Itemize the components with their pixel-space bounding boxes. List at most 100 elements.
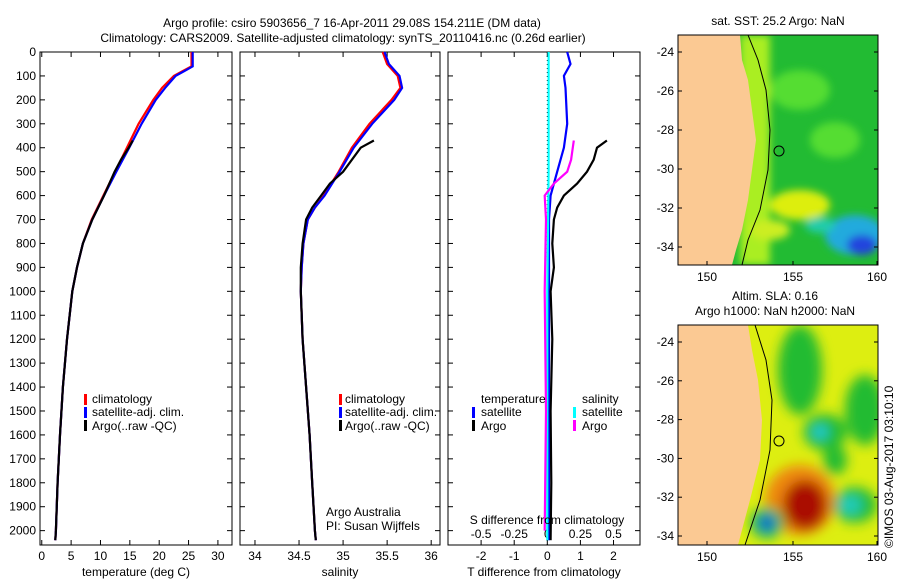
legend-swatch-t-satellite [472,407,475,418]
lon-tick-label: 150 [697,270,717,284]
y-tick-label: 400 [16,141,36,155]
series-line-t-argo [549,139,608,541]
legend-label: climatology [345,392,405,406]
sla-map-title-1: Altim. SLA: 0.16 [732,289,818,303]
series-line-argo-raw-qc- [299,139,375,541]
x-tick-label: 10 [94,549,108,563]
land-shape [678,35,756,265]
legend-label: satellite-adj. clim. [345,405,437,419]
lon-tick-label: 160 [867,270,887,284]
legend-label: Argo [582,419,608,433]
title-line-2: Climatology: CARS2009. Satellite-adjuste… [100,31,585,45]
y-tick-label: 1100 [10,308,36,322]
y-tick-label: 600 [16,189,36,203]
y-tick-label: 1300 [9,356,36,370]
y-tick-label: 1600 [9,428,36,442]
x-tick-label: 0 [544,549,551,563]
credit-text: ©IMOS 03-Aug-2017 03:10:10 [882,385,896,548]
x-tick-label: 34.5 [287,549,311,563]
series-line-t-satellite [547,51,572,541]
y-tick-label: 0 [29,45,36,59]
y-tick-label: 700 [16,213,36,227]
x-tick-label: 2 [610,549,617,563]
y-tick-label: 1200 [9,332,36,346]
lat-tick-label: -26 [657,84,675,98]
s-tick-label: 0.25 [569,527,593,541]
legend-swatch-s-argo [573,420,576,431]
legend-label: satellite [481,405,522,419]
x-tick-label: 0 [38,549,45,563]
legend-swatch-t-argo [472,420,475,431]
difference-panel: -2 -1 0 1 2 T difference from climatology -0.5… [447,51,641,579]
sla-map-frame [677,324,879,546]
y-tick-label: 500 [16,165,36,179]
legend-swatch-climatology [339,394,342,405]
x-tick-label: 20 [153,549,167,563]
y-tick-label: 1900 [9,500,36,514]
x-tick-label: 34 [248,549,262,563]
legend-label: Argo(..raw -QC) [92,419,177,433]
title-line-1: Argo profile: csiro 5903656_7 16-Apr-201… [163,16,541,30]
legend-swatch-argo [339,420,342,431]
x-tick-label: 15 [123,549,137,563]
lon-tick-label: 155 [783,550,803,564]
series-line-s-satellite [546,52,550,541]
legend-swatch-climatology [84,394,87,405]
lat-tick-label: -32 [657,201,675,215]
temperature-panel: 0 5 10 15 20 25 30 temperature (deg C) 0 100 200 30… [9,45,233,579]
y-tick-label: 300 [16,117,36,131]
legend-label: Argo(..raw -QC) [345,419,430,433]
y-tick-label: 900 [16,260,36,274]
y-tick-label: 800 [16,236,36,250]
legend-label: satellite-adj. clim. [92,405,184,419]
salinity-axes-frame [239,51,441,546]
legend-title-salinity: salinity [582,392,619,406]
x-tick-label: 1 [577,549,584,563]
sla-map: Altim. SLA: 0.16 Argo h1000: NaN h2000: … [657,289,888,564]
lat-tick-label: -28 [657,413,675,427]
annotation-argo-australia: Argo Australia [326,505,401,519]
annotation-pi: PI: Susan Wijffels [326,519,420,533]
x-tick-label: -1 [509,549,520,563]
s-tick-label: -0.25 [501,527,529,541]
y-tick-label: 1400 [9,380,36,394]
legend-label: satellite [582,405,623,419]
sla-map-title-2: Argo h1000: NaN h2000: NaN [695,304,855,318]
x-axis-label: salinity [322,565,359,579]
lat-tick-label: -30 [657,162,675,176]
series-line-argo-raw-qc- [54,139,134,541]
y-tick-label: 1500 [9,404,36,418]
y-tick-label: 1800 [9,476,36,490]
legend-title-temperature: temperature [481,392,546,406]
x-tick-label: 35 [336,549,350,563]
legend-label: Argo [481,419,507,433]
lat-tick-label: -34 [657,240,675,254]
lat-tick-label: -32 [657,490,675,504]
x-tick-label: 25 [182,549,196,563]
s-tick-label: 0.5 [605,527,622,541]
lon-tick-label: 150 [697,550,717,564]
salinity-legend: climatology satellite-adj. clim. Argo(..… [326,392,437,533]
x-axis-label: temperature (deg C) [82,565,190,579]
s-tick-label: -0.5 [471,527,492,541]
lat-tick-label: -34 [657,529,675,543]
x-tick-label: 5 [68,549,75,563]
y-tick-label: 1000 [9,284,36,298]
salinity-panel: 34 34.5 35 35.5 36 salinity [239,51,441,579]
difference-legend: temperature satellite Argo salinity sate… [470,392,625,527]
isobath-line [744,325,773,545]
legend-swatch-satellite [84,407,87,418]
temperature-legend: climatology satellite-adj. clim. Argo(..… [84,392,184,433]
x-tick-label: 36 [425,549,439,563]
series-line-climatology [54,52,193,541]
y-tick-label: 100 [16,69,36,83]
lat-tick-label: -24 [657,335,675,349]
sst-map-frame [677,34,879,266]
series-line-climatology [299,51,402,541]
x-tick-label: 30 [211,549,225,563]
temperature-axes-frame [39,51,233,546]
legend-swatch-argo [84,420,87,431]
y-tick-label: 2000 [9,524,36,538]
lat-tick-label: -26 [657,374,675,388]
sst-map-title: sat. SST: 25.2 Argo: NaN [711,14,844,28]
